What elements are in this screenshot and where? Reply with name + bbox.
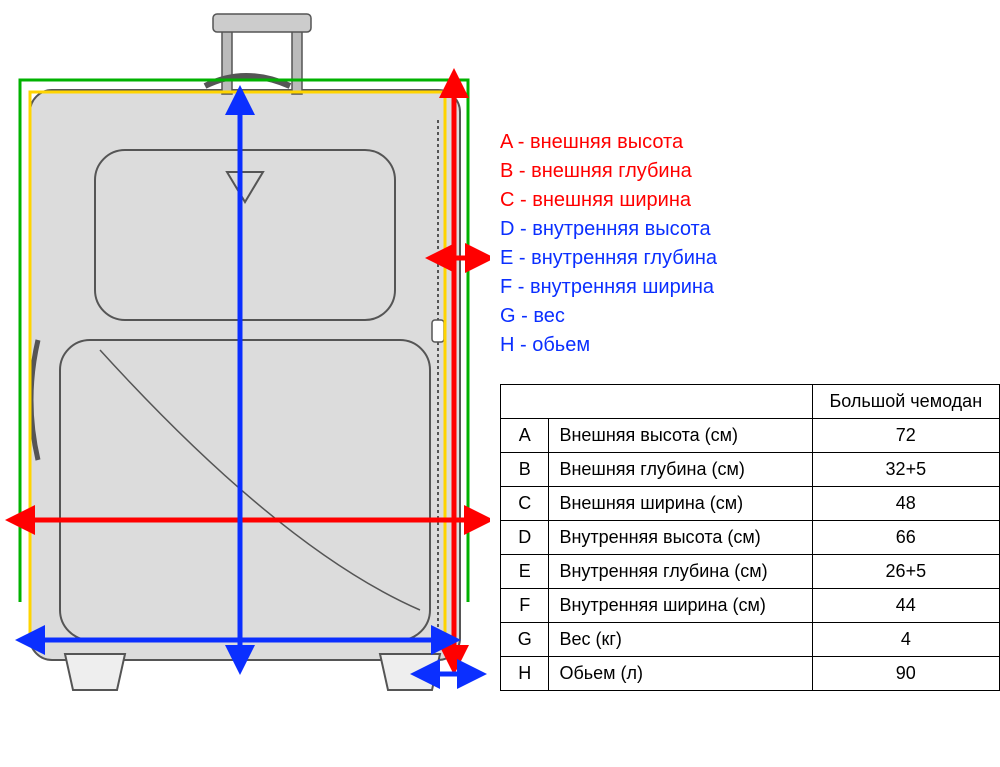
row-value: 66 — [812, 521, 999, 555]
legend-item-G: G - вес — [500, 302, 1000, 331]
row-label: Внутренняя высота (см) — [549, 521, 812, 555]
legend-item-D: D - внутренняя высота — [500, 215, 1000, 244]
row-value: 90 — [812, 657, 999, 691]
dimension-legend: A - внешняя высотаB - внешняя глубинаC -… — [500, 128, 1000, 360]
legend-item-F: F - внутренняя ширина — [500, 273, 1000, 302]
legend-item-E: E - внутренняя глубина — [500, 244, 1000, 273]
row-label: Внешняя ширина (см) — [549, 487, 812, 521]
right-panel: A - внешняя высотаB - внешняя глубинаC -… — [490, 0, 1000, 762]
row-value: 44 — [812, 589, 999, 623]
table-header-empty — [501, 385, 813, 419]
row-value: 32+5 — [812, 453, 999, 487]
page-container: A - внешняя высотаB - внешняя глубинаC -… — [0, 0, 1000, 762]
table-row: CВнешняя ширина (см)48 — [501, 487, 1000, 521]
table-row: AВнешняя высота (см)72 — [501, 419, 1000, 453]
row-letter: C — [501, 487, 549, 521]
legend-item-A: A - внешняя высота — [500, 128, 1000, 157]
table-row: GВес (кг)4 — [501, 623, 1000, 657]
legend-item-C: C - внешняя ширина — [500, 186, 1000, 215]
handle-column-left — [222, 28, 232, 94]
row-label: Внутренняя ширина (см) — [549, 589, 812, 623]
table-row: HОбьем (л)90 — [501, 657, 1000, 691]
handle-column-right — [292, 28, 302, 94]
legend-item-B: B - внешняя глубина — [500, 157, 1000, 186]
wheel-housing-left — [65, 654, 125, 690]
row-value: 72 — [812, 419, 999, 453]
row-letter: D — [501, 521, 549, 555]
zipper-pull — [432, 320, 444, 342]
table-row: EВнутренняя глубина (см)26+5 — [501, 555, 1000, 589]
table-header: Большой чемодан — [812, 385, 999, 419]
handle-bar — [213, 14, 311, 32]
legend-item-H: H - обьем — [500, 331, 1000, 360]
row-letter: F — [501, 589, 549, 623]
row-label: Внешняя глубина (см) — [549, 453, 812, 487]
table-row: FВнутренняя ширина (см)44 — [501, 589, 1000, 623]
suitcase-diagram — [0, 0, 490, 762]
row-letter: H — [501, 657, 549, 691]
row-letter: G — [501, 623, 549, 657]
row-value: 4 — [812, 623, 999, 657]
diagram-svg — [0, 0, 490, 762]
row-value: 26+5 — [812, 555, 999, 589]
row-label: Обьем (л) — [549, 657, 812, 691]
row-label: Вес (кг) — [549, 623, 812, 657]
row-letter: B — [501, 453, 549, 487]
row-letter: A — [501, 419, 549, 453]
spec-table: Большой чемодан AВнешняя высота (см)72BВ… — [500, 384, 1000, 691]
table-row: DВнутренняя высота (см)66 — [501, 521, 1000, 555]
row-label: Внутренняя глубина (см) — [549, 555, 812, 589]
row-label: Внешняя высота (см) — [549, 419, 812, 453]
row-letter: E — [501, 555, 549, 589]
row-value: 48 — [812, 487, 999, 521]
table-row: BВнешняя глубина (см)32+5 — [501, 453, 1000, 487]
